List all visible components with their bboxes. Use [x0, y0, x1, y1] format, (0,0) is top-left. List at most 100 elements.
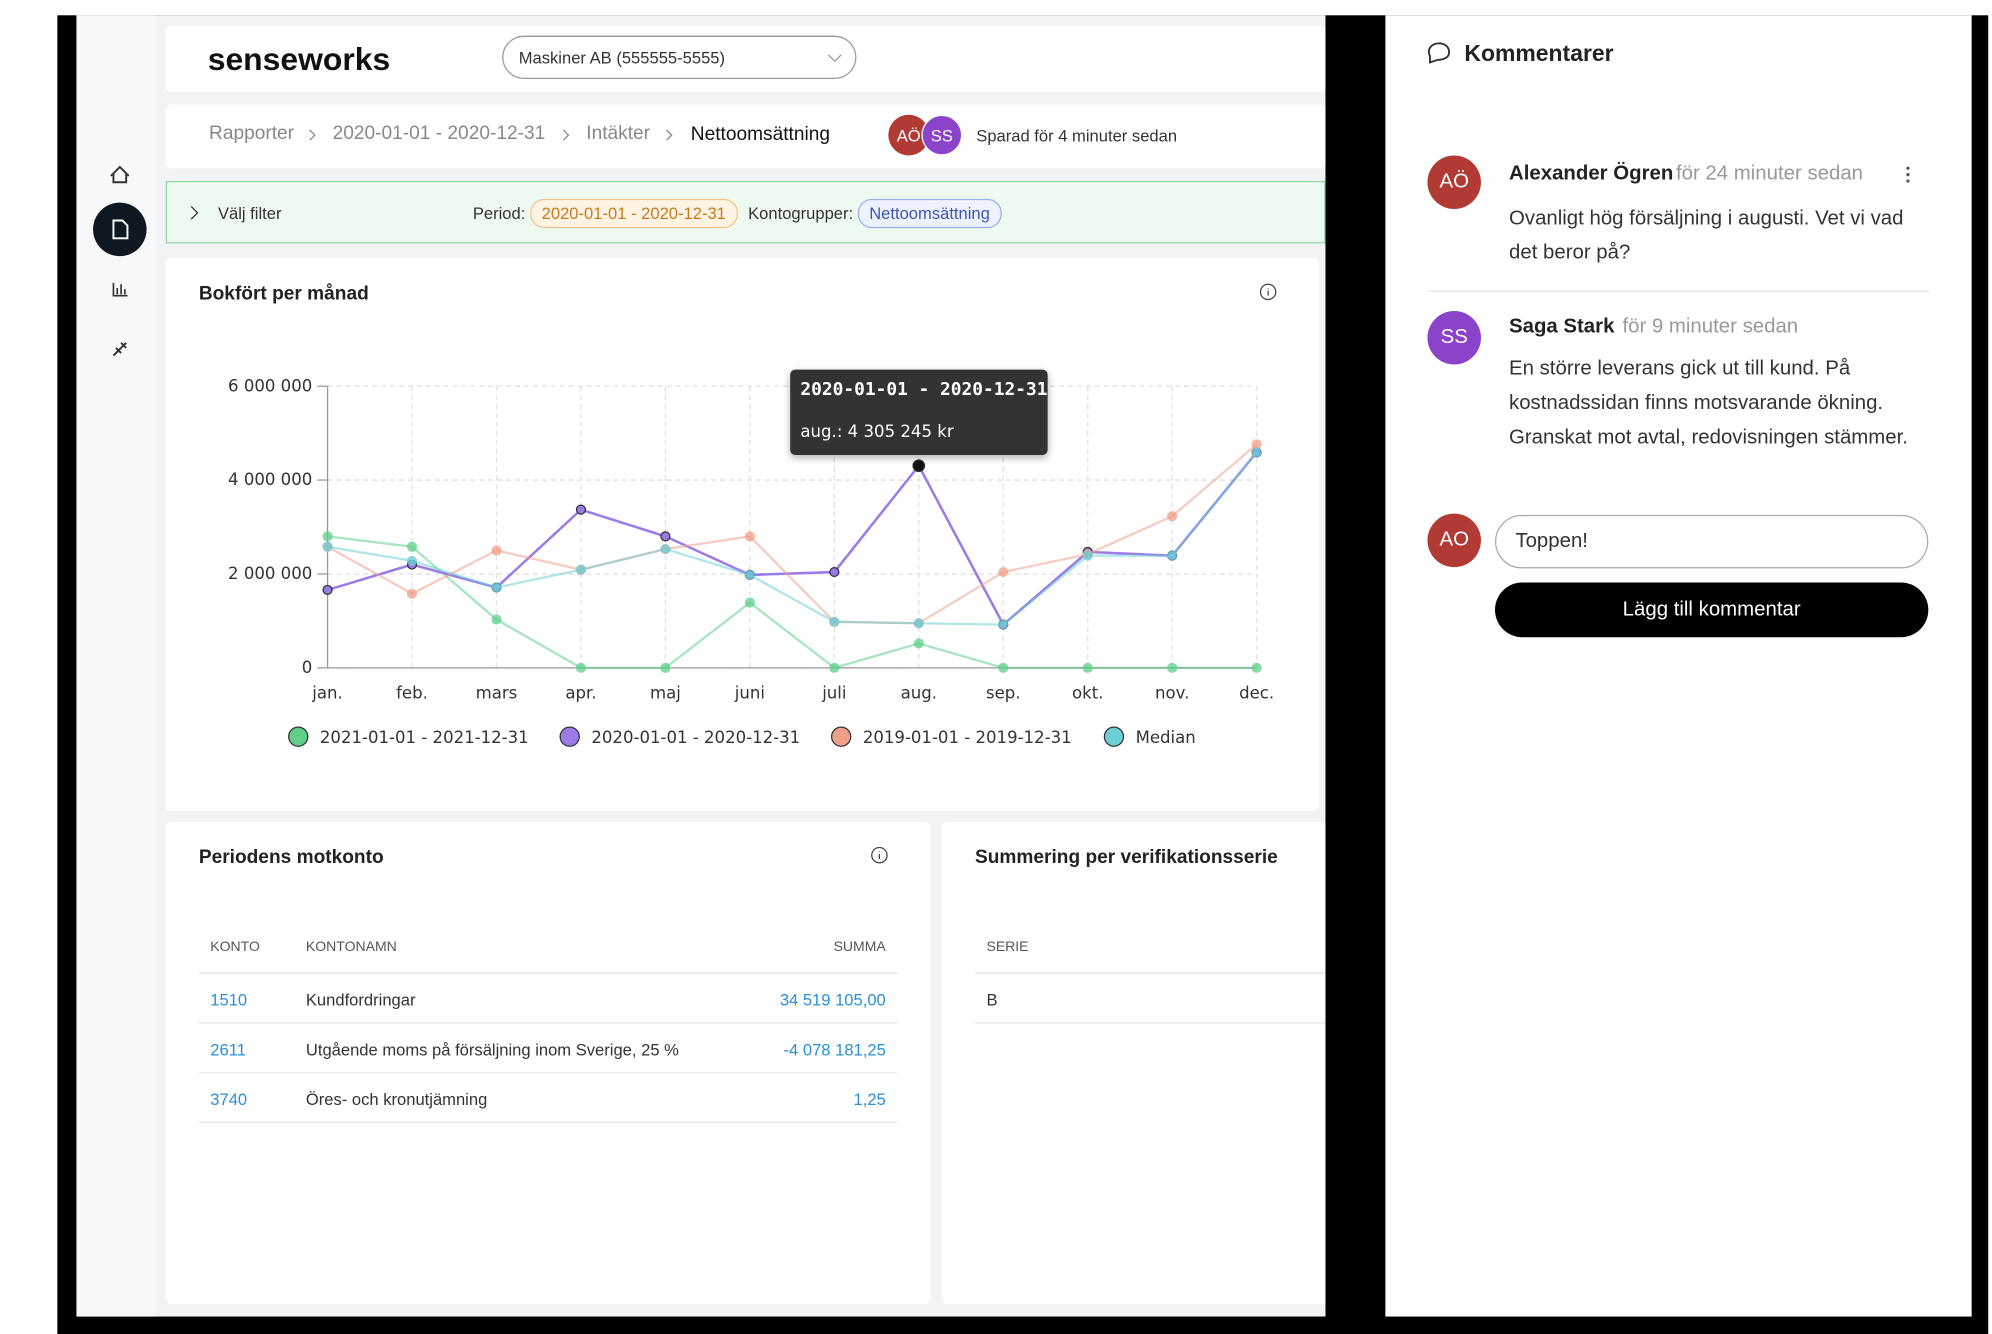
column-header[interactable]: KONTONAMN [305, 939, 397, 955]
account-sum[interactable]: 34 519 105,00 [779, 990, 886, 1010]
group-tag[interactable]: Nettoomsättning [857, 198, 1002, 229]
legend-label: 2019-01-01 - 2019-12-31 [863, 728, 1072, 747]
point [491, 545, 502, 556]
crumb[interactable]: 2020-01-01 - 2020-12-31 [332, 122, 546, 145]
point [322, 584, 333, 596]
row-divider [198, 972, 898, 974]
x-tick-label: juni [734, 683, 765, 702]
x-tick-label: apr. [565, 683, 596, 702]
x-tick-label: dec. [1239, 683, 1274, 702]
point [491, 614, 502, 625]
legend-swatch [288, 726, 309, 747]
point [406, 541, 418, 552]
row-divider [198, 1121, 898, 1123]
comment-menu[interactable] [1903, 164, 1913, 184]
account-sum[interactable]: -4 078 181,25 [783, 1039, 886, 1060]
point [744, 597, 755, 608]
point [1251, 662, 1262, 673]
comment-input[interactable]: Toppen! [1494, 514, 1929, 569]
account-name: Utgående moms på försäljning inom Sverig… [305, 1039, 679, 1060]
point [913, 618, 924, 629]
avatar: AÖ [1427, 155, 1481, 210]
point [660, 543, 671, 555]
comment-divider [1427, 290, 1930, 292]
account-name: Öres- och kronutjämning [305, 1089, 488, 1109]
comment-text: En större leverans gick ut till kund. På… [1509, 358, 1908, 449]
point [1082, 550, 1093, 561]
expand-icon[interactable] [189, 205, 202, 220]
tooltip: 2020-01-01 - 2020-12-31 aug.: 4 305 245 … [790, 369, 1048, 455]
link-icon[interactable] [112, 342, 127, 357]
filter-label: Period: [472, 203, 526, 224]
column-header[interactable]: KONTO [210, 939, 260, 955]
home-icon[interactable] [110, 165, 130, 184]
legend-label: 2021-01-01 - 2021-12-31 [320, 728, 529, 747]
info-icon[interactable] [1259, 283, 1277, 301]
y-tick-label: 4 000 000 [228, 470, 312, 489]
y-tick-label: 6 000 000 [228, 376, 312, 395]
point [912, 459, 926, 473]
reports-nav[interactable] [93, 202, 147, 257]
point [1251, 447, 1262, 458]
account-sum[interactable]: 1,25 [853, 1089, 886, 1109]
point [744, 531, 755, 542]
crumb-current: Nettoomsättning [690, 123, 830, 146]
point [1167, 662, 1178, 673]
account-link[interactable]: 1510 [210, 990, 248, 1010]
add-comment-button[interactable]: Lägg till kommentar [1494, 582, 1929, 638]
legend-swatch [559, 726, 580, 747]
crumb[interactable]: Intäkter [586, 122, 651, 145]
period-tag[interactable]: 2020-01-01 - 2020-12-31 [530, 198, 738, 229]
x-tick-label: juli [821, 683, 846, 702]
account-link[interactable]: 3740 [210, 1089, 248, 1109]
point [744, 569, 755, 580]
motkonto-card: Periodens motkonto KONTO KONTONAMN SUMMA… [165, 822, 931, 1304]
series-line [327, 451, 1258, 626]
point [575, 564, 587, 575]
point [1082, 662, 1093, 673]
logo[interactable]: senseworks [207, 42, 391, 78]
account-name: Kundfordringar [305, 990, 416, 1010]
avatar: SS [921, 114, 963, 156]
caret [827, 54, 842, 63]
comment-author: Alexander Ögren [1509, 163, 1674, 185]
crumb-separators [309, 129, 673, 141]
column-header[interactable]: SERIE [986, 939, 1029, 955]
chart-title: Bokfört per månad [198, 282, 369, 305]
filter-toggle[interactable]: Välj filter [217, 203, 282, 224]
crumb[interactable]: Rapporter [209, 122, 295, 145]
filter-bar: Välj filter Period: 2020-01-01 - 2020-12… [165, 180, 1326, 244]
avatar: AO [1427, 513, 1481, 568]
point [1167, 550, 1178, 561]
doc-icon [112, 219, 129, 240]
point [998, 566, 1009, 578]
column-header[interactable]: SUMMA [833, 939, 886, 955]
legend-label: 2020-01-01 - 2020-12-31 [591, 728, 800, 747]
info-icon[interactable] [870, 846, 888, 864]
comment-author: Saga Stark [1509, 316, 1615, 338]
comment-text: Ovanligt hög försäljning i augusti. Vet … [1509, 207, 1904, 264]
comment-time: för 9 minuter sedan [1622, 316, 1799, 338]
company-select[interactable]: Maskiner AB (555555-5555) [502, 35, 857, 80]
x-tick-label: okt. [1072, 683, 1103, 702]
chart-card: Bokfört per månad [165, 257, 1320, 811]
point [575, 504, 587, 515]
serie-card: Summering per verifikationsserie SERIE B [941, 822, 1326, 1304]
x-tick-label: sep. [986, 683, 1021, 702]
tooltip-text: aug.: 4 305 245 kr [800, 423, 954, 443]
chart-icon[interactable] [112, 282, 128, 297]
company-name: Maskiner AB (555555-5555) [518, 48, 726, 68]
input-text: Toppen! [1515, 530, 1588, 552]
filter-label: Kontogrupper: [748, 203, 854, 224]
avatar: SS [1427, 310, 1481, 365]
comment-time: för 24 minuter sedan [1675, 163, 1864, 185]
point [322, 541, 333, 552]
tooltip-title: 2020-01-01 - 2020-12-31 [800, 379, 1048, 401]
row-divider [974, 972, 1326, 974]
y-tick-label: 0 [302, 658, 313, 677]
serie-cell: B [986, 990, 998, 1010]
account-link[interactable]: 2611 [210, 1039, 246, 1060]
series-line [326, 443, 1258, 625]
